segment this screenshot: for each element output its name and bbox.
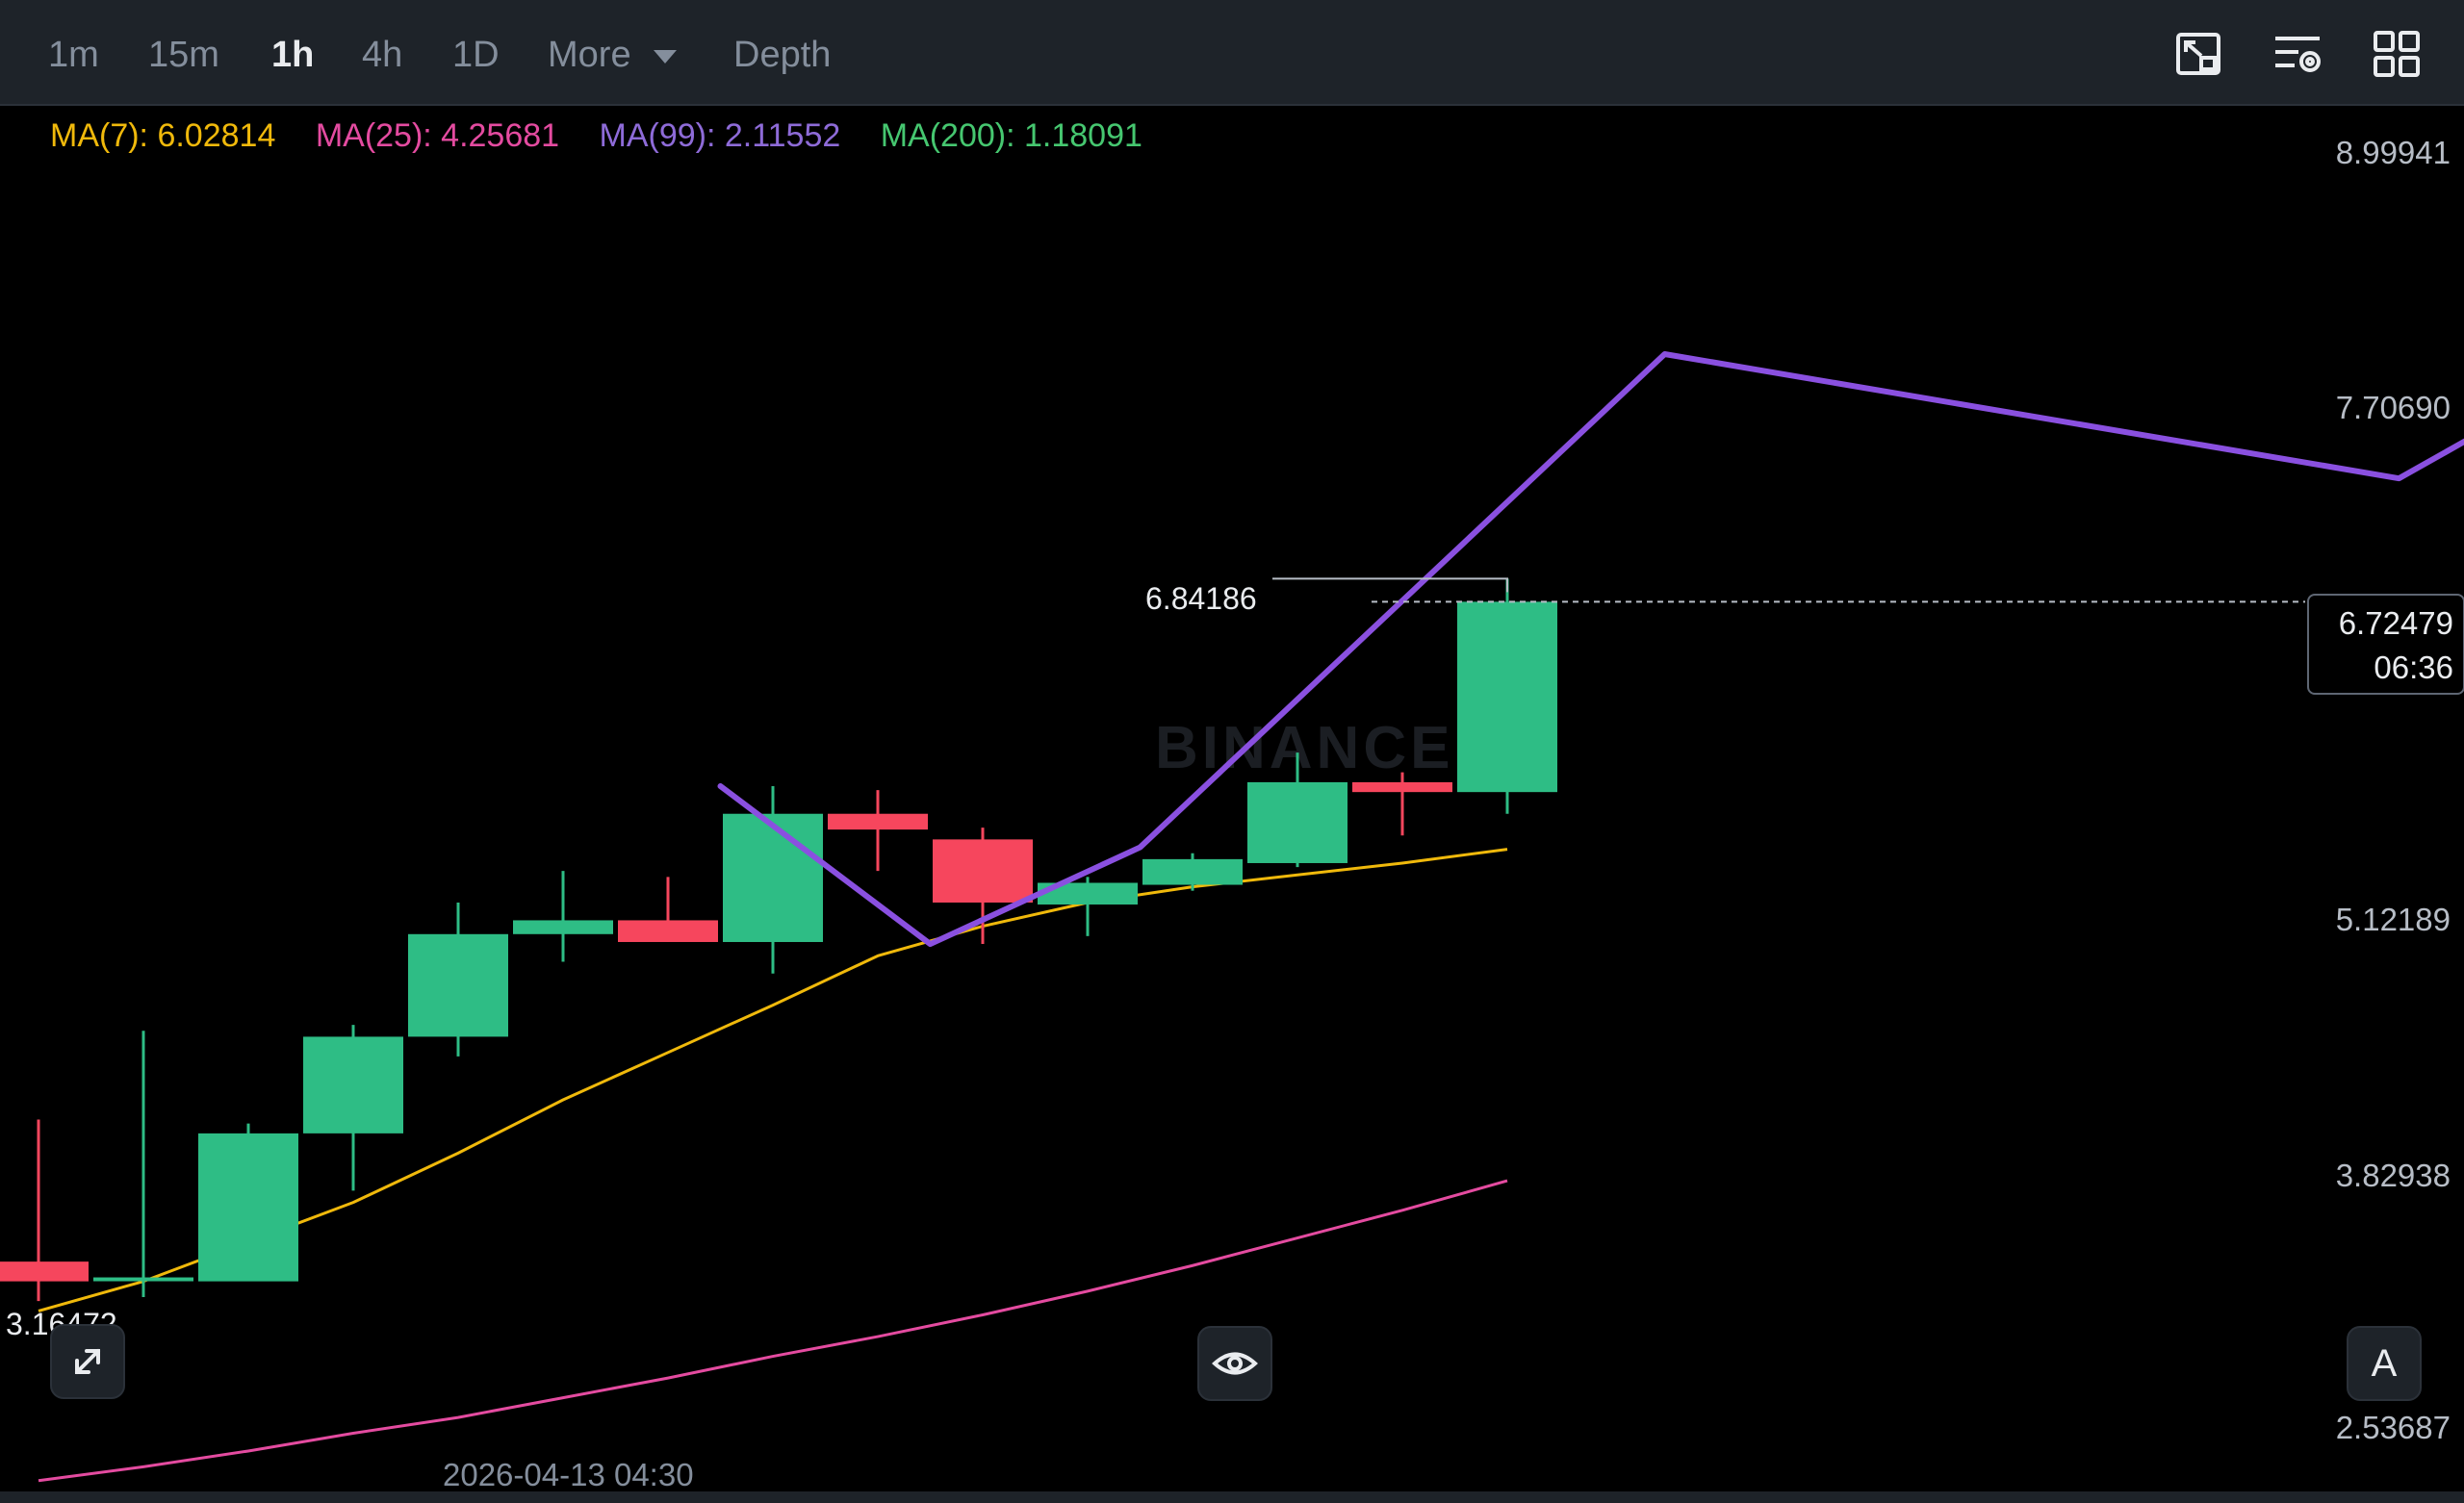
timeframe-15m[interactable]: 15m — [148, 35, 219, 75]
ma99-value: MA(99): 2.11552 — [599, 117, 841, 154]
caret-down-icon — [654, 49, 678, 64]
candle-countdown: 06:36 — [2374, 650, 2453, 685]
candle-body — [1352, 781, 1452, 793]
bullish-candle — [723, 786, 823, 974]
candle-body — [198, 1133, 298, 1282]
grid-layout-icon[interactable] — [2370, 27, 2424, 81]
current-price-tag: 6.72479 06:36 — [2307, 594, 2464, 695]
ma25-value: MA(25): 4.25681 — [315, 117, 560, 154]
depth-tab[interactable]: Depth — [733, 35, 832, 75]
exchange-watermark: BINANCE — [1155, 715, 1454, 781]
high-price-label: 6.84186 — [1145, 581, 1257, 616]
candle-body — [723, 813, 823, 942]
bullish-candle — [1247, 752, 1348, 868]
bottom-panel-edge — [0, 1491, 2464, 1503]
candle-body — [0, 1261, 89, 1282]
timeframe-1h[interactable]: 1h — [271, 35, 315, 75]
bearish-candle — [1352, 772, 1452, 836]
price-axis-label: 7.70690 — [2335, 390, 2451, 425]
bullish-candle — [1038, 877, 1138, 936]
visibility-toggle-button[interactable] — [1197, 1326, 1272, 1401]
bullish-candle — [1457, 578, 1557, 814]
more-timeframes-dropdown[interactable]: More — [548, 29, 678, 81]
fullscreen-button[interactable] — [50, 1324, 125, 1399]
candle-body — [933, 839, 1033, 903]
chart-toolbar: 1m 15m 1h 4h 1D More Depth — [0, 0, 2464, 106]
bearish-candle — [933, 828, 1033, 945]
candle-body — [1142, 858, 1243, 885]
candle-body — [513, 920, 613, 934]
bullish-candle — [198, 1123, 298, 1282]
ma25-line — [38, 1179, 1508, 1483]
bullish-candle — [408, 902, 508, 1057]
price-axis-label: 5.12189 — [2335, 902, 2451, 937]
candle-body — [828, 813, 928, 830]
bearish-candle — [828, 790, 928, 872]
candle-body — [1247, 781, 1348, 863]
trend-drawing-line — [717, 351, 2464, 948]
bullish-candle — [1142, 853, 1243, 891]
chart-screenshot-icon[interactable] — [2172, 27, 2226, 81]
ma200-value: MA(200): 1.18091 — [880, 117, 1142, 154]
candle-body — [1457, 601, 1557, 793]
bearish-candle — [618, 877, 718, 942]
price-axis-label: 8.99941 — [2335, 135, 2451, 170]
crosshair-time-label: 2026-04-13 04:30 — [443, 1457, 694, 1492]
candlestick-chart[interactable] — [0, 104, 2464, 1490]
price-axis-label: 3.82938 — [2335, 1158, 2451, 1193]
eye-icon — [1212, 1352, 1258, 1375]
timeframe-1m[interactable]: 1m — [48, 35, 99, 75]
bullish-candle — [513, 871, 613, 962]
candle-body — [303, 1036, 403, 1134]
bullish-candle — [93, 1031, 193, 1298]
ma7-value: MA(7): 6.02814 — [50, 117, 276, 154]
current-price: 6.72479 — [2338, 605, 2453, 641]
chart-settings-icon[interactable] — [2272, 27, 2325, 81]
timeframe-1d[interactable]: 1D — [452, 35, 500, 75]
expand-arrows-icon — [75, 1349, 100, 1374]
price-axis-label: 2.53687 — [2335, 1410, 2451, 1445]
timeframe-4h[interactable]: 4h — [362, 35, 403, 75]
candle-body — [408, 933, 508, 1037]
candle-body — [618, 920, 718, 942]
ma-legend: MA(7): 6.02814 MA(25): 4.25681 MA(99): 2… — [50, 112, 1173, 160]
high-marker-line — [1272, 577, 1508, 593]
candle-body — [1038, 882, 1138, 905]
candle-body — [93, 1277, 193, 1282]
bullish-candle — [303, 1025, 403, 1191]
auto-scale-button[interactable]: A — [2347, 1326, 2422, 1401]
more-label: More — [548, 35, 631, 75]
bearish-candle — [0, 1119, 89, 1302]
